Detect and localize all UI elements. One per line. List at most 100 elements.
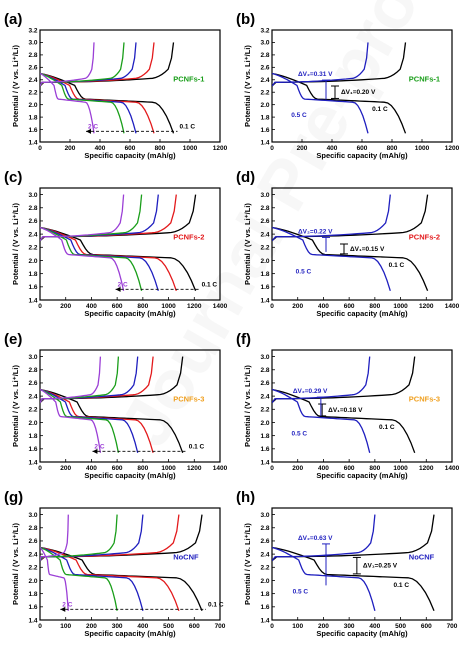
rate-arrow-head <box>115 286 121 292</box>
rate-label-05c: 0.5 C <box>296 269 312 276</box>
plot-frame <box>39 187 221 301</box>
x-tick-label: 0 <box>270 303 274 310</box>
x-tick-label: 300 <box>344 623 355 630</box>
x-axis-label: Specific capacity (mAh/g) <box>316 629 408 638</box>
y-tick-label: 1.8 <box>260 433 269 440</box>
panel-e: (e) 0 200 400 600 800 1000 1200 1400 1.4 1.6 1.8 2.0… <box>4 331 228 480</box>
y-tick-label: 1.8 <box>260 271 269 278</box>
y-tick-label: 2.8 <box>28 525 37 532</box>
y-tick-label: 2.2 <box>260 245 269 252</box>
x-axis-label: Specific capacity (mAh/g) <box>84 629 176 638</box>
panel-letter: (c) <box>4 169 22 186</box>
sample-label: PCNFs-3 <box>173 395 204 404</box>
x-tick-label: 1200 <box>419 465 434 472</box>
curves <box>40 42 175 134</box>
curves <box>40 356 184 454</box>
y-tick-label: 1.8 <box>28 271 37 278</box>
y-tick-label: 2.0 <box>28 258 37 265</box>
y-axis-label: Potential / (V vs. Li⁺/Li) <box>243 45 252 127</box>
y-axis-label: Potential / (V vs. Li⁺/Li) <box>11 45 20 127</box>
discharge-curve <box>272 226 429 292</box>
panel-h: (h) 0 100 200 300 400 500 600 700 1.4 1.6 1.8 2.0 2.2… <box>236 489 458 638</box>
rate-label-05c: 0.5 C <box>291 112 307 119</box>
y-tick-label: 3.0 <box>28 512 37 519</box>
y-axis-label: Potential / (V vs. Li⁺/Li) <box>243 365 252 447</box>
dv2-label: ΔV₂=0.29 V <box>293 388 328 395</box>
y-tick-label: 2.6 <box>260 218 269 225</box>
x-tick-label: 600 <box>421 623 432 630</box>
x-tick-label: 100 <box>60 623 71 630</box>
y-tick-label: 2.6 <box>260 65 269 72</box>
panel-letter: (b) <box>236 11 255 28</box>
watermark: Journal Pre-proof <box>105 0 464 459</box>
y-tick-label: 2.0 <box>28 578 37 585</box>
y-tick-label: 1.4 <box>260 459 269 466</box>
rate-arrow-head <box>60 606 66 612</box>
x-tick-label: 700 <box>447 623 458 630</box>
y-tick-label: 1.8 <box>260 114 269 121</box>
x-tick-label: 1000 <box>393 303 408 310</box>
y-tick-label: 1.4 <box>260 617 269 624</box>
y-tick-label: 1.6 <box>260 604 269 611</box>
y-tick-label: 3.0 <box>260 192 269 199</box>
x-tick-label: 600 <box>357 145 368 152</box>
x-tick-label: 1200 <box>187 465 202 472</box>
y-tick-label: 1.6 <box>260 127 269 134</box>
panel-letter: (a) <box>4 11 22 28</box>
y-tick-label: 2.4 <box>260 393 269 400</box>
y-tick-label: 2.0 <box>260 102 269 109</box>
x-tick-label: 400 <box>137 623 148 630</box>
y-tick-label: 2.2 <box>28 407 37 414</box>
curves <box>272 356 416 454</box>
y-tick-label: 1.6 <box>260 446 269 453</box>
x-tick-label: 1000 <box>161 303 176 310</box>
x-tick-label: 200 <box>65 145 76 152</box>
rate-arrow-head <box>86 128 91 134</box>
x-tick-label: 1200 <box>419 303 434 310</box>
y-tick-label: 3.0 <box>260 512 269 519</box>
y-tick-label: 3.2 <box>28 27 37 34</box>
x-tick-label: 800 <box>155 145 166 152</box>
rate-label-fast: 2 C <box>62 601 72 608</box>
y-tick-label: 2.8 <box>28 205 37 212</box>
panel-letter: (h) <box>236 489 255 506</box>
x-axis-label: Specific capacity (mAh/g) <box>84 309 176 318</box>
y-axis-label: Potential / (V vs. Li⁺/Li) <box>11 203 20 285</box>
x-axis-label: Specific capacity (mAh/g) <box>316 471 408 480</box>
sample-label: NoCNF <box>173 553 199 562</box>
dv2-label: ΔV₂=0.63 V <box>298 535 333 542</box>
x-tick-label: 200 <box>292 465 303 472</box>
y-tick-label: 2.0 <box>28 102 37 109</box>
sample-label: PCNFs-1 <box>173 75 204 84</box>
y-tick-label: 2.0 <box>260 258 269 265</box>
discharge-curve <box>272 72 407 134</box>
x-tick-label: 600 <box>112 465 123 472</box>
x-tick-label: 1400 <box>213 465 228 472</box>
y-tick-label: 1.8 <box>28 114 37 121</box>
rate-label-slow: 0.1 C <box>180 123 196 130</box>
y-tick-label: 1.6 <box>260 284 269 291</box>
x-tick-label: 0 <box>38 303 42 310</box>
x-tick-label: 400 <box>95 145 106 152</box>
x-tick-label: 1000 <box>393 465 408 472</box>
panel-b: (b) 0 200 400 600 800 1000 1200 1.4 1.6 1.8 2.0 2.2 2… <box>236 11 460 160</box>
rate-label-01c: 0.1 C <box>372 106 388 113</box>
y-tick-label: 2.4 <box>260 551 269 558</box>
y-tick-label: 3.2 <box>260 27 269 34</box>
y-tick-label: 2.2 <box>260 407 269 414</box>
rate-label-05c: 0.5 C <box>292 431 308 438</box>
plot-frame <box>39 349 221 463</box>
x-tick-label: 1400 <box>213 303 228 310</box>
x-tick-label: 600 <box>125 145 136 152</box>
y-tick-label: 1.6 <box>28 284 37 291</box>
x-tick-label: 200 <box>60 303 71 310</box>
rate-label-slow: 0.1 C <box>208 601 224 608</box>
x-tick-label: 1400 <box>445 465 460 472</box>
y-tick-label: 1.6 <box>28 127 37 134</box>
rate-label-01c: 0.1 C <box>379 424 395 431</box>
x-axis-label: Specific capacity (mAh/g) <box>316 151 408 160</box>
x-tick-label: 400 <box>318 465 329 472</box>
x-axis-label: Specific capacity (mAh/g) <box>316 309 408 318</box>
y-tick-label: 2.2 <box>28 90 37 97</box>
rate-label-fast: 2 C <box>118 281 128 288</box>
